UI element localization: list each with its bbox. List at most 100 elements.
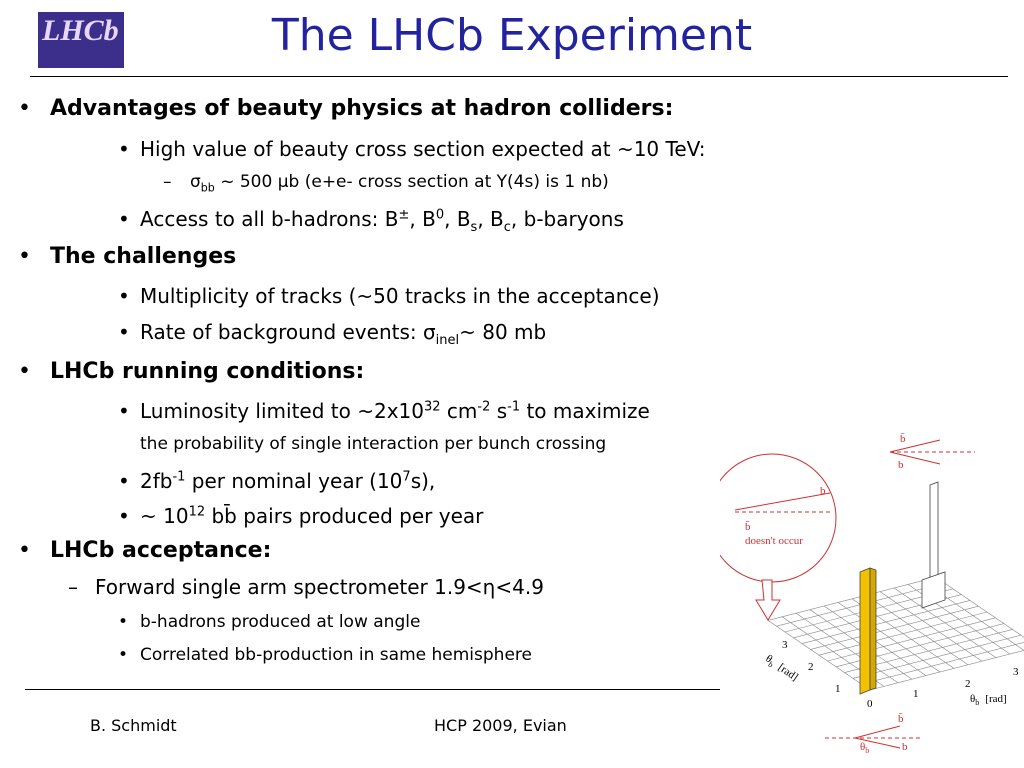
bullet-text: Correlated bb-production in same hemisph…: [140, 645, 532, 665]
bullet-text: LHCb acceptance:: [50, 538, 271, 563]
axis-title: θb[rad]: [762, 653, 800, 685]
bullet-marker: •: [118, 284, 130, 308]
superscript: -2: [477, 399, 491, 415]
text-run: High value of beauty cross section expec…: [140, 137, 706, 161]
superscript: 0: [435, 207, 445, 223]
logo-box: [38, 12, 124, 68]
text-run: B: [384, 207, 399, 231]
superscript: 32: [423, 399, 441, 415]
grid-line: [767, 576, 937, 621]
bullet-marker: •: [18, 359, 31, 384]
label-bbar: b̄: [900, 433, 906, 445]
axis-tick: 1: [913, 688, 919, 700]
figure: b̄ b b b̄ doesn't occur b̄ b θb 0 1 2 3 …: [720, 433, 1024, 755]
axis-tick: 0: [867, 698, 873, 710]
lego-bar: [869, 567, 877, 691]
lego-grid: [767, 576, 1024, 691]
grid-line: [767, 620, 871, 691]
callout: [720, 453, 837, 583]
text-run: Access to all b-hadrons:: [140, 207, 385, 231]
text-run: 2fb: [140, 469, 173, 493]
text-run: LHCb running conditions:: [50, 359, 365, 384]
lego-bar: [929, 481, 939, 589]
grid-line: [865, 594, 969, 666]
bullet-text: Multiplicity of tracks (~50 tracks in th…: [140, 284, 660, 308]
text-run: b-hadrons produced at low angle: [140, 612, 421, 632]
subscript: inel: [435, 333, 460, 348]
label-b: b: [820, 485, 826, 497]
track: [734, 492, 831, 511]
axis-tick: 3: [782, 639, 788, 651]
title: The LHCb Experiment: [271, 10, 753, 61]
label-b: b: [902, 741, 908, 753]
text-run: , B: [477, 207, 504, 231]
text-run: Luminosity limited to ~2x10: [140, 399, 424, 423]
logo: LHCb: [42, 14, 119, 47]
lego-bar: [859, 567, 871, 695]
superscript: -1: [172, 469, 186, 485]
text-run: , b-baryons: [510, 207, 624, 231]
superscript: 12: [188, 504, 206, 520]
text-run: Multiplicity of tracks (~50 tracks in th…: [140, 284, 660, 308]
bullet-text: σbb ~ 500 μb (e+e- cross section at Υ(4s…: [190, 172, 609, 194]
bullet-marker: •: [118, 469, 130, 493]
subscript: c: [503, 220, 511, 235]
bullet-marker: •: [118, 612, 129, 632]
grid-line: [801, 600, 971, 644]
text-run: per nominal year (10: [185, 469, 403, 493]
footer-event: HCP 2009, Evian: [434, 716, 567, 735]
text-run: The challenges: [50, 244, 237, 269]
bullet-marker: •: [118, 504, 130, 528]
bullet-text: Advantages of beauty physics at hadron c…: [50, 96, 673, 121]
bullet-marker: •: [118, 137, 130, 161]
bullet-marker: •: [18, 244, 31, 269]
superscript: 7: [402, 469, 411, 485]
callout-arrow: [755, 579, 781, 621]
text-run: bb̄ pairs produced per year: [205, 504, 484, 528]
track: [854, 737, 901, 749]
text-run: the probability of single interaction pe…: [140, 434, 607, 454]
theta: θ: [970, 693, 975, 705]
text-run: ~ 80 mb: [459, 320, 547, 344]
footer-author: B. Schmidt: [90, 716, 177, 735]
bullet-text: Forward single arm spectrometer 1.9<η<4.…: [95, 575, 544, 599]
axis-tick: 1: [835, 683, 841, 695]
grid-line: [935, 576, 1024, 638]
bullet-text: b-hadrons produced at low angle: [140, 612, 420, 632]
text-run: LHCb acceptance:: [50, 538, 272, 563]
text-run: ~ 500 μb (e+e- cross section at Υ(4s) is…: [214, 172, 609, 192]
bullet-marker: –: [68, 575, 78, 599]
theta-sub: b: [766, 660, 774, 670]
theta-sub: b: [865, 746, 869, 755]
text-run: s: [490, 399, 508, 423]
text-run: σ: [190, 172, 201, 192]
rule: [30, 76, 1008, 77]
bullet-marker: •: [118, 207, 130, 231]
text-run: s),: [410, 469, 436, 493]
text-run: cm: [440, 399, 478, 423]
bullet-text: LHCb running conditions:: [50, 359, 364, 384]
text-run: Correlated bb-production in same hemisph…: [140, 645, 532, 665]
grid-line: [818, 611, 988, 656]
superscript: -1: [507, 399, 521, 415]
label-b: b: [898, 459, 904, 471]
text-run: Advantages of beauty physics at hadron c…: [50, 96, 674, 121]
bullet-marker: •: [118, 320, 130, 344]
bullet-marker: •: [18, 538, 31, 563]
grid-line: [810, 605, 979, 650]
axis-tick: 2: [808, 661, 814, 673]
theta-sub: b: [975, 698, 979, 707]
theta: θ: [763, 653, 774, 666]
bullet-text: The challenges: [50, 244, 236, 269]
axis-tick: 2: [965, 678, 971, 690]
track: [889, 451, 941, 465]
bullet-text: the probability of single interaction pe…: [140, 434, 606, 454]
bullet-marker: –: [163, 172, 172, 192]
track: [854, 725, 901, 739]
bullet-marker: •: [118, 399, 130, 423]
subscript: bb: [200, 181, 215, 195]
rule: [25, 689, 720, 690]
text-run: to maximize: [520, 399, 650, 423]
bullet-text: ~ 1012 bb̄ pairs produced per year: [140, 504, 483, 528]
bullet-text: 2fb-1 per nominal year (107s),: [140, 469, 435, 493]
